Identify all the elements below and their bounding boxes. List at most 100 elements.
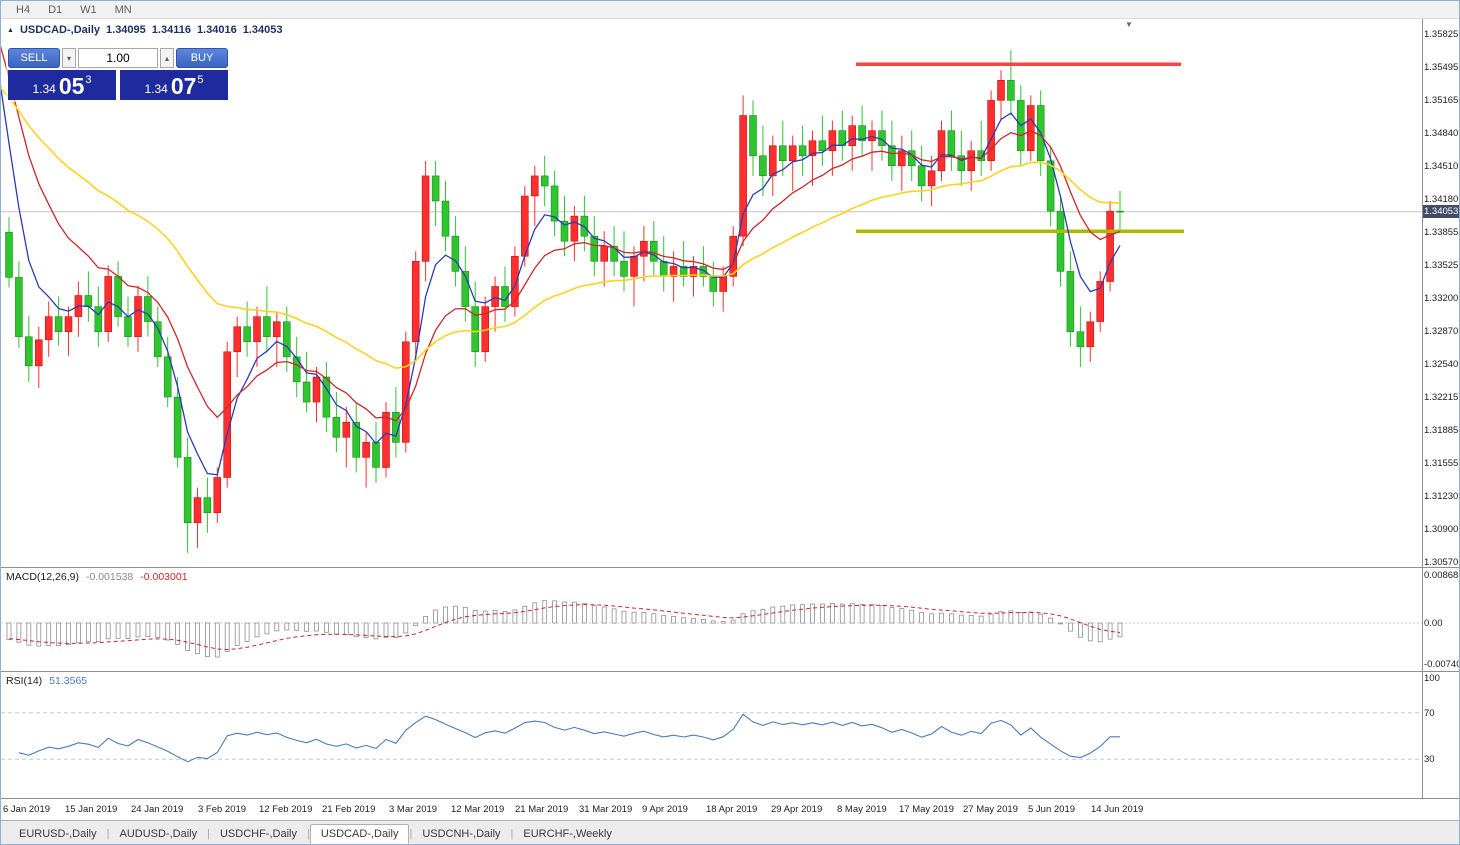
macd-signal-line [8,604,1121,651]
timeframe-button-h4[interactable]: H4 [16,3,31,16]
macd-histogram-bar [125,622,131,640]
rsi-indicator-canvas[interactable] [1,672,1422,798]
macd-histogram-bar [95,622,101,642]
candle [808,140,817,157]
macd-histogram-bar [323,622,329,633]
macd-histogram-bar [830,603,835,624]
chart-tab-usdchf-daily[interactable]: USDCHF-,Daily [219,827,297,840]
candle [1066,271,1075,332]
macd-histogram-bar [16,622,22,643]
date-axis-label: 3 Feb 2019 [198,804,247,815]
timeframe-toolbar: H4 D1 W1 MN [1,1,1459,19]
date-axis-label: 31 Mar 2019 [579,804,633,815]
chart-tab-usdcnh-daily[interactable]: USDCNH-,Daily [422,827,501,840]
panel-splitter[interactable] [1,798,1459,799]
buy-button[interactable]: BUY [176,48,228,68]
rsi-axis[interactable]: 100 70 30 [1423,672,1459,798]
price-axis[interactable]: 1.35825 1.35495 1.35165 1.34840 1.34510 1.341… [1423,19,1459,568]
candle [947,130,956,156]
macd-histogram-bar [393,622,399,638]
chart-shift-marker-icon[interactable]: ▼ [1125,20,1133,29]
macd-histogram-bar [572,601,577,624]
macd-histogram-bar [423,616,429,624]
candle [243,326,251,343]
date-axis-label: 14 Jun 2019 [1091,804,1144,815]
macd-axis[interactable]: 0.008686 0.00 -0.007404 [1423,568,1459,671]
candle [193,497,202,523]
chart-tab-usdcad-daily[interactable]: USDCAD-,Daily [309,823,410,844]
macd-histogram-bar [859,603,865,624]
candle [382,411,390,468]
candle [64,316,73,332]
macd-histogram-bar [353,622,359,638]
timeframe-button-mn[interactable]: MN [114,3,132,16]
rsi-value: 51.3565 [49,675,88,687]
macd-main-value: -0.001538 [85,571,134,583]
sell-price-pips: 05 [58,73,85,100]
price-axis-tick: 1.32215 [1424,391,1459,403]
macd-histogram-bar [720,621,726,624]
macd-histogram-bar [909,609,915,624]
current-price-tag: 1.34053 [1423,205,1459,218]
tab-separator: | [207,827,210,840]
candle [94,306,103,332]
macd-histogram-bar [413,622,419,627]
candle [501,286,509,307]
date-axis[interactable]: 6 Jan 2019 15 Jan 2019 24 Jan 2019 3 Feb 20… [1,799,1422,820]
collapse-triangle-icon[interactable]: ▲ [7,26,14,34]
chart-tab-audusd-daily[interactable]: AUDUSD-,Daily [119,827,198,840]
macd-histogram-bar [1078,622,1083,638]
panel-splitter[interactable] [1,567,1459,568]
macd-histogram-bar [1087,622,1093,642]
rsi-label: RSI(14) 51.3565 [6,675,87,687]
price-axis-tick: 1.34510 [1424,160,1459,172]
timeframe-button-d1[interactable]: D1 [48,3,63,16]
candle [173,396,182,458]
candle [451,235,460,272]
macd-indicator-canvas[interactable] [1,568,1422,671]
rsi-line [18,713,1120,763]
candle [5,231,13,278]
candle [828,130,837,151]
macd-histogram-bar [443,606,448,624]
macd-histogram-bar [234,622,240,646]
volume-down-button[interactable]: ▾ [62,48,76,68]
buy-price-display[interactable]: 1.34 07 5 [120,70,228,100]
chart-tab-eurusd-daily[interactable]: EURUSD-,Daily [19,827,97,840]
macd-histogram-bar [56,622,61,647]
volume-up-button[interactable]: ▴ [160,48,174,68]
macd-histogram-bar [939,612,944,624]
macd-histogram-bar [135,622,141,638]
candle [44,316,53,340]
panel-splitter[interactable] [1,671,1459,672]
price-axis-tick: 1.31885 [1424,424,1459,436]
ohlc-open: 1.34095 [106,24,146,36]
sell-price-point: 3 [85,74,92,86]
macd-histogram-bar [383,622,389,638]
macd-histogram-bar [601,606,607,624]
macd-histogram-bar [760,608,766,624]
sell-price-display[interactable]: 1.34 05 3 [8,70,116,100]
date-axis-label: 8 May 2019 [837,804,887,815]
candle [888,145,896,167]
candle [600,245,608,262]
macd-histogram-bar [165,622,171,641]
mid-ma-red-line [1,45,1121,422]
ohlc-high: 1.34116 [151,24,191,36]
candle [570,215,579,242]
timeframe-button-w1[interactable]: W1 [80,3,97,16]
candle [15,277,23,337]
candle [898,150,906,167]
candle [630,256,638,277]
candle [550,185,559,222]
candlestick-chart-canvas[interactable] [1,19,1422,567]
sell-button[interactable]: SELL [8,48,60,68]
chart-tab-eurchf-weekly[interactable]: EURCHF-,Weekly [523,827,612,840]
rsi-axis-tick: 100 [1424,673,1440,684]
macd-histogram-bar [968,615,974,624]
volume-input[interactable] [78,48,158,68]
macd-histogram-bar [591,605,597,624]
macd-histogram-bar [611,608,617,624]
candle [669,266,678,277]
